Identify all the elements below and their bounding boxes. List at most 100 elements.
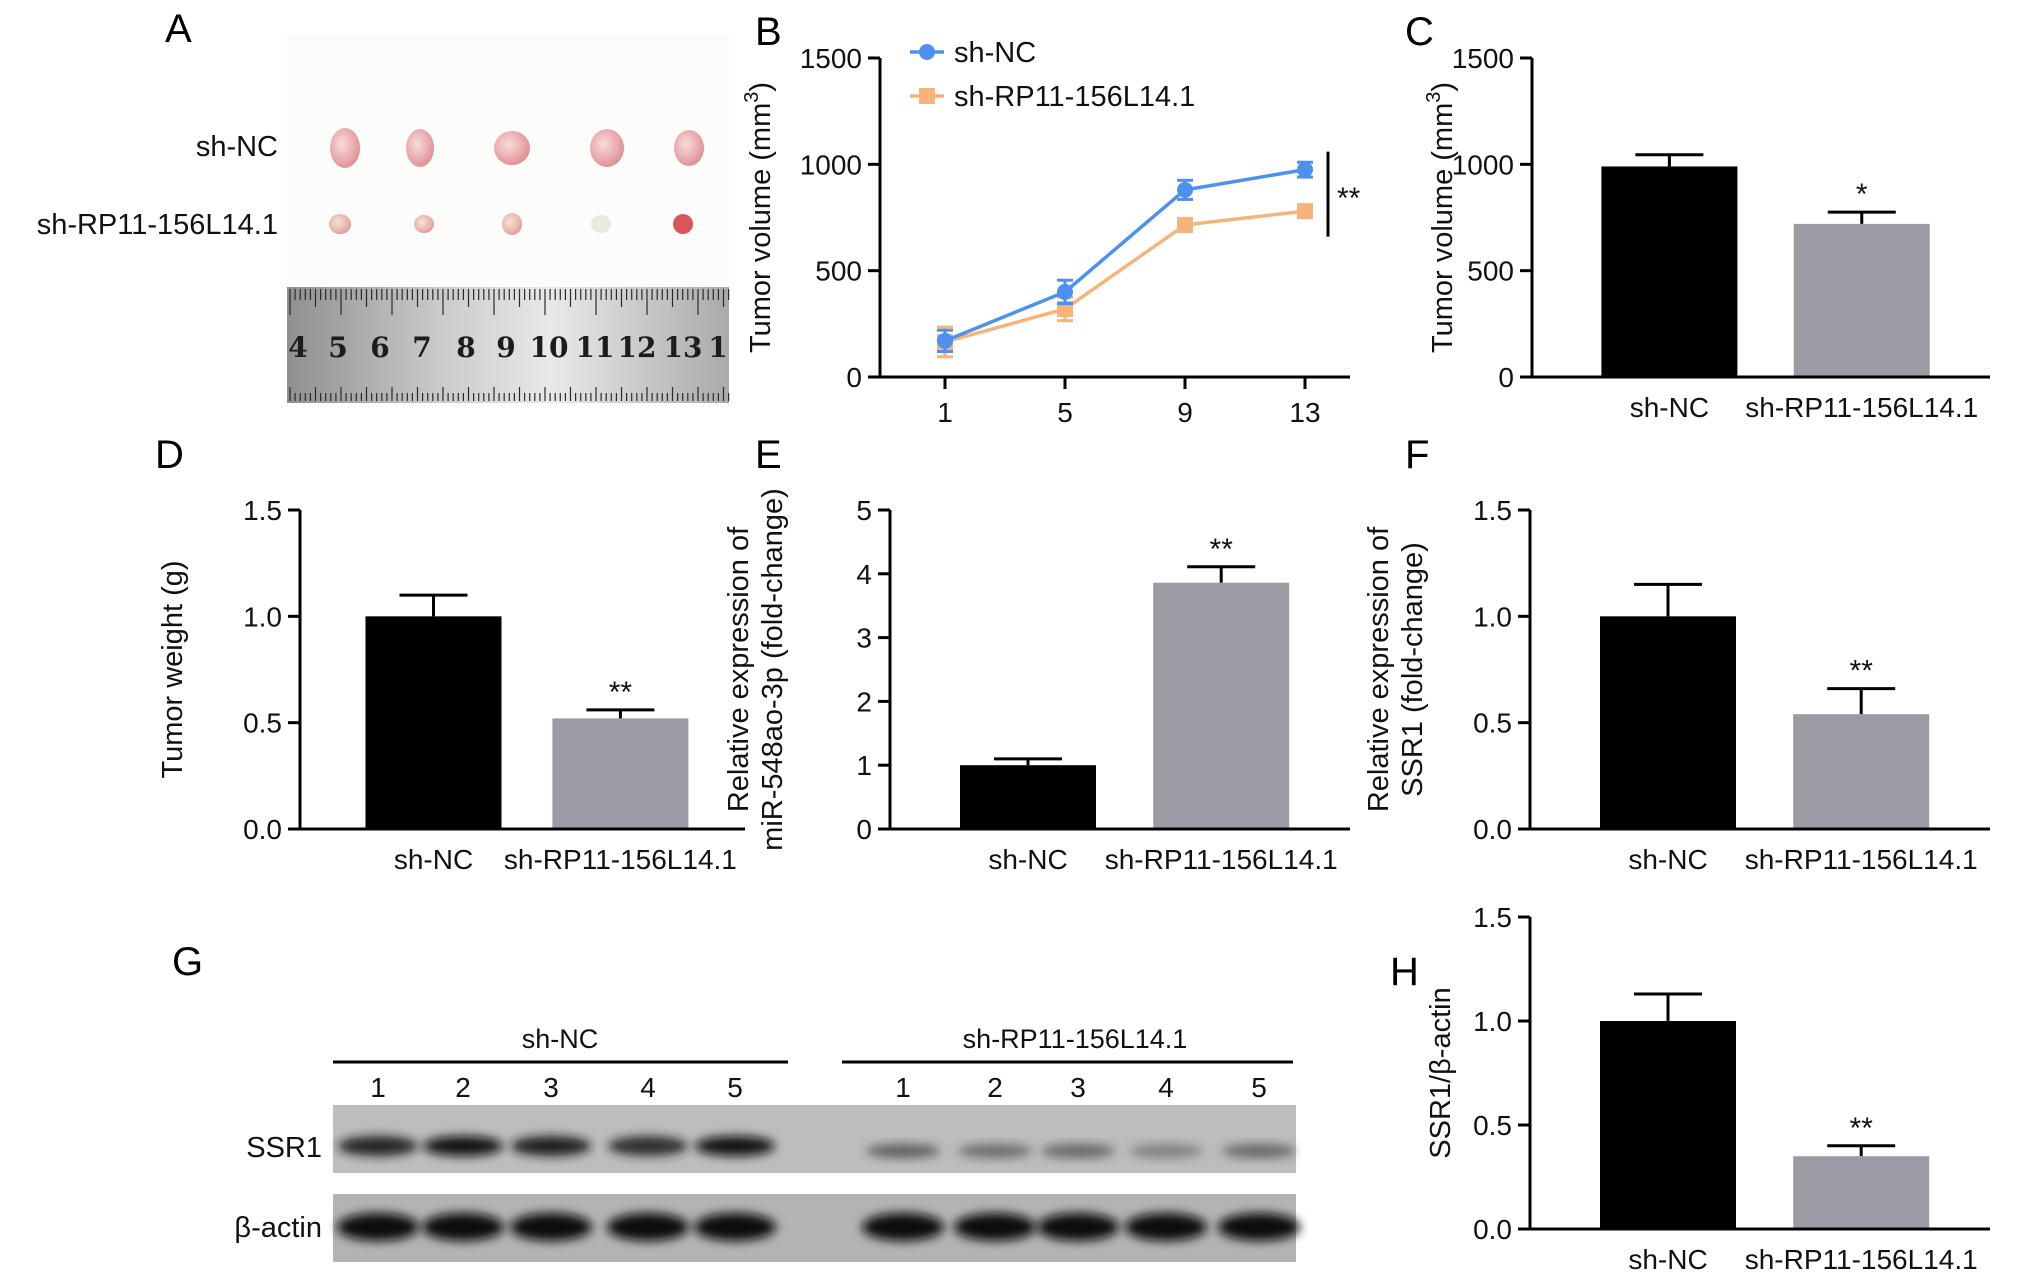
y-tick-label: 0.0 [1473,814,1512,845]
blot-group-label-nc: sh-NC [522,1024,599,1054]
y-axis-label: Tumor weight (g) [157,560,189,778]
chart-c: sh-NC * sh-RP11-156L14.1 0 500 1000 1500 Tumor … [1423,43,1990,423]
x-tick-label: 5 [1057,397,1073,428]
y-axis-label-text: Tumor weight (g) [157,560,189,778]
y-tick-label: 1 [856,750,872,781]
y-axis-label-text: Tumor volume (mm [1427,103,1459,353]
blot-row-label-ssr1: SSR1 [246,1132,322,1164]
bar-sh-nc [1600,616,1736,829]
data-point-sh-nc [937,332,953,349]
x-tick-label: sh-NC [988,844,1067,875]
band-actin-sh-rp [1125,1213,1207,1241]
y-axis-label-sup: 3 [741,92,763,103]
panel-c: C sh-NC * sh-RP11-156L14.1 0 500 1000 1500 Tumo… [1405,10,1990,423]
ruler-number: 4 [288,331,307,364]
tumor-sh-rp [329,214,351,234]
band-actin-sh-nc [422,1213,504,1241]
y-tick-label: 0 [856,814,872,845]
ruler-number: 1 [708,331,727,364]
panel-b: B 1 5 9 13 0 500 1000 1500 Tumor volume (mm3) ** s… [741,10,1361,428]
bar-sh-rp [1793,223,1930,377]
y-tick-label: 1000 [800,149,862,180]
x-tick-label: sh-RP11-156L14.1 [504,844,737,875]
ruler-number: 7 [412,331,431,364]
significance-marker: * [1856,178,1868,211]
band-actin-sh-nc [510,1213,592,1241]
x-tick-label: sh-RP11-156L14.1 [1745,392,1978,423]
y-axis-label-line2: miR-548ao-3p (fold-change) [757,488,789,851]
lane-number: 4 [640,1072,656,1103]
band-ssr1-sh-nc [511,1136,591,1156]
y-axis-label: SSR1/β-actin [1425,987,1457,1158]
panel-letter-a: A [165,7,192,51]
panel-letter-c: C [1405,10,1434,54]
y-axis-label: Tumor volume (mm3) [1423,82,1459,353]
y-axis-label-end: ) [745,82,777,92]
band-ssr1-sh-rp [958,1144,1032,1158]
ruler-number: 5 [328,331,347,364]
bar-sh-rp [552,718,689,829]
x-tick-label: 13 [1289,397,1320,428]
blot-strip-ssr1 [333,1105,1296,1173]
y-tick-label: 5 [856,495,872,526]
bar-sh-rp [1793,714,1930,829]
y-axis-label: Tumor volume (mm3) [741,82,777,353]
y-tick-label: 1.0 [1473,1006,1512,1037]
band-ssr1-sh-rp [1129,1144,1203,1158]
photo-row-label-nc: sh-NC [196,131,278,163]
data-point-sh-rp [1177,216,1193,233]
bar-sh-nc [1600,1021,1736,1229]
chart-h: sh-NC ** sh-RP11-156L14.1 0.0 0.5 1.0 1.5 SSR1/… [1425,902,1990,1274]
lane-number: 4 [1158,1072,1174,1103]
ruler-number: 8 [456,331,475,364]
bar-sh-rp [1153,582,1290,829]
x-tick-label: sh-RP11-156L14.1 [1745,844,1978,875]
legend-label-sh-rp: sh-RP11-156L14.1 [954,81,1195,113]
blot-group-label-rp: sh-RP11-156L14.1 [963,1024,1188,1054]
panel-letter-h: H [1390,950,1419,994]
x-tick-label: sh-NC [1628,844,1707,875]
chart-d: sh-NC ** sh-RP11-156L14.1 0.0 0.5 1.0 1.5 Tumor… [157,495,745,875]
lane-number: 5 [727,1072,743,1103]
y-tick-label: 2 [856,686,872,717]
blot-lane-numbers: 1 2 3 4 5 1 2 3 4 5 [370,1072,1267,1103]
data-point-sh-rp [1297,203,1313,220]
y-tick-label: 500 [815,256,862,287]
significance-marker: ** [1850,1112,1874,1145]
band-ssr1-sh-rp [1222,1144,1296,1158]
data-point-sh-nc [1297,161,1313,178]
x-tick-label: 1 [937,397,953,428]
ruler-number: 12 [618,331,657,364]
y-tick-label: 0.5 [1473,708,1512,739]
lane-number: 2 [455,1072,471,1103]
y-tick-label: 4 [856,559,872,590]
y-tick-label: 1.5 [243,495,282,526]
x-tick-label: sh-RP11-156L14.1 [1745,1244,1978,1274]
y-tick-label: 1.0 [1473,601,1512,632]
y-tick-label: 1500 [1452,43,1514,74]
x-tick-label: sh-NC [1628,1244,1707,1274]
band-actin-sh-rp [1037,1213,1119,1241]
lane-number: 5 [1251,1072,1267,1103]
y-tick-label: 3 [856,623,872,654]
lane-number: 2 [987,1072,1003,1103]
band-ssr1-sh-nc [338,1136,418,1156]
y-tick-label: 0.0 [1473,1214,1512,1245]
panel-letter-b: B [755,10,782,54]
band-actin-sh-nc [694,1213,776,1241]
panel-letter-e: E [755,433,782,477]
panel-g: G sh-NC sh-RP11-156L14.1 1 2 3 4 5 1 2 3 4 5 SSR1… [172,940,1300,1262]
ruler-number: 13 [664,331,703,364]
bar-sh-rp [1793,1156,1930,1229]
tumor-sh-nc [330,128,360,168]
bar-sh-nc [960,765,1096,829]
tumor-sh-rp [591,215,611,233]
western-blot [333,1105,1300,1262]
panel-h: H sh-NC ** sh-RP11-156L14.1 0.0 0.5 1.0 1.5 SSR… [1390,902,1990,1274]
lane-number: 1 [370,1072,386,1103]
band-actin-sh-nc [337,1213,419,1241]
y-tick-label: 1.5 [1473,495,1512,526]
ruler-number: 10 [530,331,569,364]
chart-b: 1 5 9 13 0 500 1000 1500 Tumor volume (mm3) ** sh-… [741,37,1361,428]
